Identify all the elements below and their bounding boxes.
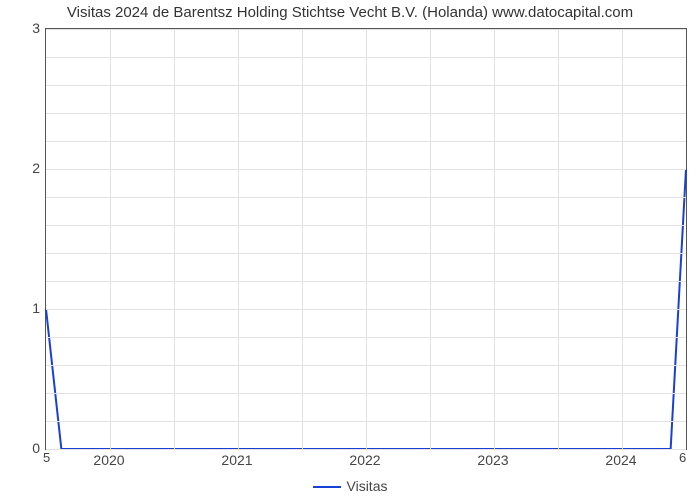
gridline-v (366, 29, 367, 449)
x-tick-label: 2024 (605, 452, 636, 468)
x-tick-label: 2023 (477, 452, 508, 468)
gridline-h (46, 449, 686, 450)
x-sec-left: 5 (43, 450, 50, 465)
x-sec-right: 6 (679, 450, 686, 465)
y-tick-label: 0 (10, 440, 40, 456)
legend: Visitas (0, 478, 700, 494)
legend-swatch (313, 486, 341, 488)
gridline-v (622, 29, 623, 449)
x-tick-label: 2021 (221, 452, 252, 468)
gridline-v (494, 29, 495, 449)
gridline-v (110, 29, 111, 449)
chart-title: Visitas 2024 de Barentsz Holding Stichts… (0, 4, 700, 21)
gridline-v (558, 29, 559, 449)
gridline-v (174, 29, 175, 449)
chart-container: Visitas 2024 de Barentsz Holding Stichts… (0, 0, 700, 500)
x-tick-label: 2022 (349, 452, 380, 468)
y-tick-label: 3 (10, 20, 40, 36)
gridline-v (238, 29, 239, 449)
y-tick-label: 2 (10, 160, 40, 176)
x-tick-label: 2020 (93, 452, 124, 468)
y-tick-label: 1 (10, 300, 40, 316)
gridline-v (302, 29, 303, 449)
gridline-v (430, 29, 431, 449)
legend-label: Visitas (347, 478, 388, 494)
plot-area (45, 28, 687, 450)
